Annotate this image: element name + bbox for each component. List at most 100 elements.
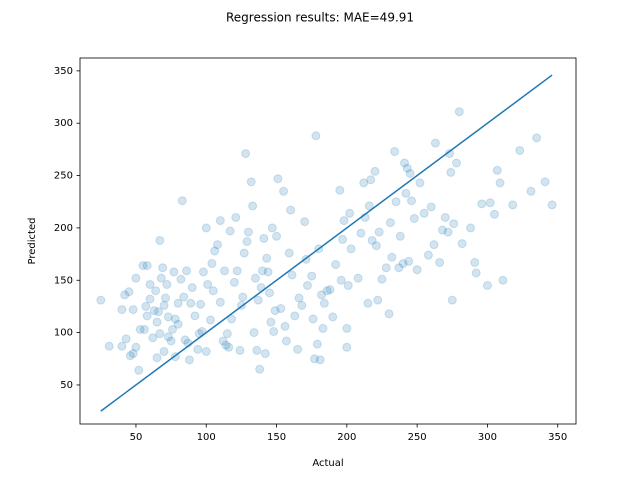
scatter-point (297, 300, 307, 310)
scatter-point (267, 223, 277, 233)
scatter-point (532, 133, 542, 143)
scatter-point (364, 201, 374, 211)
scatter-point (210, 246, 220, 256)
scatter-point (470, 257, 480, 267)
scatter-point (477, 199, 487, 209)
scatter-point (224, 342, 234, 352)
chart-title: Regression results: MAE=49.91 (226, 11, 414, 25)
scatter-point (231, 212, 241, 222)
scatter-point (173, 298, 183, 308)
scatter-point (221, 340, 231, 350)
scatter-point (139, 324, 149, 334)
scatter-point (429, 240, 439, 250)
scatter-point (377, 274, 387, 284)
scatter-point (430, 138, 440, 148)
scatter-point (160, 293, 170, 303)
scatter-point (335, 185, 345, 195)
scatter-point (319, 298, 329, 308)
scatter-point (322, 286, 332, 296)
scatter-point (307, 271, 317, 281)
scatter-point (187, 283, 197, 293)
scatter-point (466, 223, 476, 233)
scatter-point (173, 319, 183, 329)
scatter-point (117, 305, 127, 315)
scatter-point (489, 209, 499, 219)
scatter-point (207, 259, 217, 269)
scatter-point (121, 334, 131, 344)
scatter-point (215, 216, 225, 226)
scatter-point (269, 327, 279, 337)
scatter-point (158, 263, 168, 273)
scatter-point (302, 280, 312, 290)
scatter-point (180, 335, 190, 345)
scatter-point (300, 217, 310, 227)
scatter-point (342, 342, 352, 352)
scatter-point (387, 252, 397, 262)
scatter-point (308, 314, 318, 324)
scatter-point (266, 317, 276, 327)
scatter-point (287, 270, 297, 280)
scatter-point (124, 287, 134, 297)
scatter-point (117, 341, 127, 351)
scatter-point (315, 355, 325, 365)
scatter-point (318, 323, 328, 333)
scatter-point (407, 196, 417, 206)
scatter-point (312, 339, 322, 349)
scatter-point (255, 364, 265, 374)
scatter-point (198, 267, 208, 277)
scatter-point (252, 345, 262, 355)
scatter-point (182, 266, 192, 276)
scatter-point (449, 219, 459, 229)
x-tick-label: 300 (478, 432, 497, 443)
scatter-point (384, 309, 394, 319)
scatter-point (284, 248, 294, 258)
scatter-point (471, 268, 481, 278)
scatter-point (485, 198, 495, 208)
scatter-point (253, 295, 263, 305)
scatter-point (242, 237, 252, 247)
scatter-point (227, 314, 237, 324)
scatter-point (159, 346, 169, 356)
scatter-point (265, 288, 275, 298)
scatter-point (263, 267, 273, 277)
scatter-point (142, 261, 152, 271)
scatter-point (342, 323, 352, 333)
scatter-point (138, 261, 148, 271)
x-tick-label: 150 (267, 432, 286, 443)
scatter-point (395, 231, 405, 241)
scatter-point (373, 295, 383, 305)
scatter-point (370, 166, 380, 176)
scatter-point (391, 197, 401, 207)
scatter-point (495, 178, 505, 188)
scatter-point (402, 163, 412, 173)
y-tick-label: 100 (54, 328, 73, 339)
x-tick-label: 200 (337, 432, 356, 443)
scatter-point (155, 235, 165, 245)
scatter-point (440, 212, 450, 222)
scatter-point (412, 265, 422, 275)
scatter-point (163, 332, 173, 342)
y-tick-label: 200 (54, 223, 73, 234)
scatter-point (366, 175, 376, 185)
scatter-point (135, 324, 145, 334)
scatter-point (435, 257, 445, 267)
scatter-point (293, 344, 303, 354)
scatter-point (232, 266, 242, 276)
scatter-point (273, 174, 283, 184)
scatter-point (371, 241, 381, 251)
scatter-point (443, 227, 453, 237)
y-tick-label: 300 (54, 118, 73, 129)
x-tick-label: 100 (197, 432, 216, 443)
scatter-point (272, 231, 282, 241)
scatter-point (152, 317, 162, 327)
scatter-point (457, 239, 467, 249)
scatter-point (201, 346, 211, 356)
scatter-point (401, 188, 411, 198)
scatter-point (186, 298, 196, 308)
scatter-point (508, 200, 518, 210)
y-axis-label: Predicted (27, 218, 38, 265)
scatter-point (492, 165, 502, 175)
scatter-point (128, 349, 138, 359)
scatter-point (203, 279, 213, 289)
